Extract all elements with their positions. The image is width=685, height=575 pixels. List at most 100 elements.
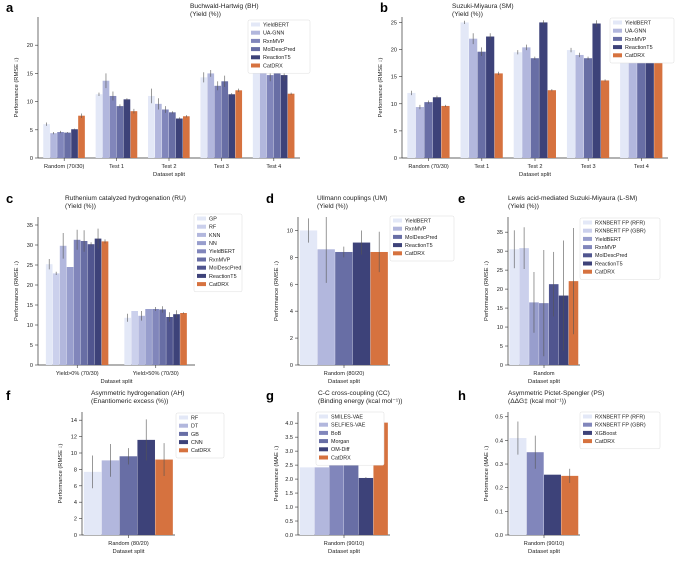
y-axis-label: Performance (RMSE ↓) (14, 57, 20, 117)
legend-swatch (251, 22, 260, 27)
legend-frame (609, 17, 675, 64)
legend-entry: YieldBERT (595, 237, 622, 243)
legend: RXNBERT FP (RFR) RXNBERT FP (GBR) YieldBER… (579, 217, 661, 280)
legend-entry: YieldBERT (405, 218, 432, 224)
bar-yieldbert (43, 124, 50, 158)
legend-swatch (251, 47, 260, 52)
bar-nn (145, 309, 152, 365)
legend-entry: GP (209, 216, 217, 222)
legend-swatch (583, 430, 592, 435)
bar-ua-gnn (469, 38, 478, 158)
chart-title-line: Ruthenium catalyzed hydrogenation (RU) (65, 195, 186, 202)
x-axis-label: Dataset split (528, 379, 560, 385)
bar-rxnmvp (80, 241, 88, 365)
bar-ua-gnn (50, 133, 57, 158)
y-tick-label: 10 (497, 325, 503, 331)
legend-swatch (197, 232, 206, 237)
bar-knn (138, 315, 145, 365)
bar-yieldbert (513, 52, 522, 158)
panel-b: b Suzuki-Miyaura (SM)(Yield (%)) 0 5 10 15 20 2… (378, 0, 675, 178)
x-tick-label: Test 4 (266, 164, 281, 170)
panel-e: e Lewis acid-mediated Suzuki-Miyaura (L-S… (458, 191, 661, 385)
legend-entry: CatDRX (209, 282, 229, 288)
legend-entry: UA-GNN (263, 31, 284, 37)
legend-entry: ReactionT5 (595, 261, 623, 267)
bar-reactiont5 (280, 75, 288, 158)
bar-ua-gnn (415, 107, 425, 158)
legend-swatch (319, 422, 328, 427)
y-tick-label: 4 (74, 500, 77, 506)
y-axis-label: Performance (MAE ↓) (274, 446, 280, 502)
bar-rxnmvp (109, 95, 117, 158)
x-tick-label: Test 2 (528, 164, 543, 170)
x-tick-label: Yield>0% (70/30) (56, 371, 99, 377)
legend-swatch (251, 30, 260, 35)
legend-swatch (197, 249, 206, 254)
legend: SMILES-VAE SELFIES-VAE BoB Morgan OM-Diff Cat… (315, 411, 385, 466)
legend-entry: GB (191, 432, 199, 438)
legend-swatch (393, 251, 402, 256)
legend-entry: RXNBERT FP (GBR) (595, 229, 646, 235)
x-tick-label: Test 1 (109, 164, 124, 170)
legend-swatch (179, 448, 188, 453)
legend-swatch (319, 447, 328, 452)
chart-title-line: (Yield (%)) (452, 11, 483, 18)
bar-catdrx (370, 251, 388, 365)
bar-cnn (137, 439, 155, 535)
chart-title-line: (ΔΔG‡ (kcal mol⁻¹)) (508, 398, 566, 405)
bar-ua-gnn (155, 103, 162, 158)
chart-title-line: Lewis acid-mediated Suzuki-Miyaura (L-SM… (508, 195, 637, 202)
bar-yieldbert (529, 302, 539, 365)
chart-title-line: (Yield (%)) (508, 203, 539, 210)
y-tick-label: 15 (27, 303, 33, 309)
x-axis-label: Dataset split (328, 379, 360, 385)
y-tick-label: 10 (71, 451, 77, 457)
bar-catdrx (78, 115, 85, 158)
bar-moldescpred (221, 81, 229, 158)
bar-catdrx (547, 90, 556, 158)
legend-swatch (583, 220, 592, 225)
legend-swatch (179, 440, 188, 445)
y-axis-label: Performance (RMSE ↓) (58, 443, 64, 503)
y-tick-label: 0.5 (285, 519, 293, 525)
bar-catdrx (155, 459, 173, 535)
y-tick-label: 20 (27, 283, 33, 289)
legend-swatch (319, 439, 328, 444)
x-tick-label: Random (70/30) (408, 164, 449, 170)
legend-entry: CatDRX (595, 270, 615, 276)
x-tick-label: Test 3 (581, 164, 596, 170)
bar-ua-gnn (522, 47, 531, 158)
legend-swatch (251, 63, 260, 68)
chart-title-line: (Enantiomeric excess (%)) (91, 398, 168, 405)
legend-swatch (251, 38, 260, 43)
legend-entry: RxnMVP (263, 39, 285, 45)
legend-entry: DT (191, 424, 199, 430)
bar-yieldbert (73, 239, 81, 365)
legend-entry: YieldBERT (209, 249, 236, 255)
bar-moldescpred (169, 112, 176, 158)
legend-entry: RXNBERT FP (GBR) (595, 423, 646, 429)
legend-swatch (613, 53, 622, 58)
chart-title-line: Suzuki-Miyaura (SM) (452, 3, 514, 10)
bar-moldescpred (166, 317, 173, 365)
legend-entry: ReactionT5 (263, 55, 291, 61)
legend-entry: SELFIES-VAE (331, 423, 366, 429)
legend-swatch (319, 455, 328, 460)
legend-entry: MolDescPred (263, 47, 295, 53)
x-tick-label: Random (533, 371, 554, 377)
bar-ua-gnn (102, 80, 110, 158)
bar-reactiont5 (71, 129, 78, 158)
bar-yieldbert (252, 46, 260, 158)
legend-frame (579, 217, 661, 280)
legend-swatch (197, 216, 206, 221)
bar-nn (66, 267, 74, 365)
y-tick-label: 5 (394, 129, 397, 135)
x-axis-label: Dataset split (101, 379, 133, 385)
y-tick-label: 15 (27, 71, 33, 77)
bar-gp (124, 317, 132, 365)
y-tick-label: 0.4 (495, 438, 503, 444)
legend-swatch (583, 228, 592, 233)
bar-ua-gnn (259, 52, 267, 159)
bar-catdrx (600, 80, 610, 158)
legend-swatch (583, 253, 592, 258)
